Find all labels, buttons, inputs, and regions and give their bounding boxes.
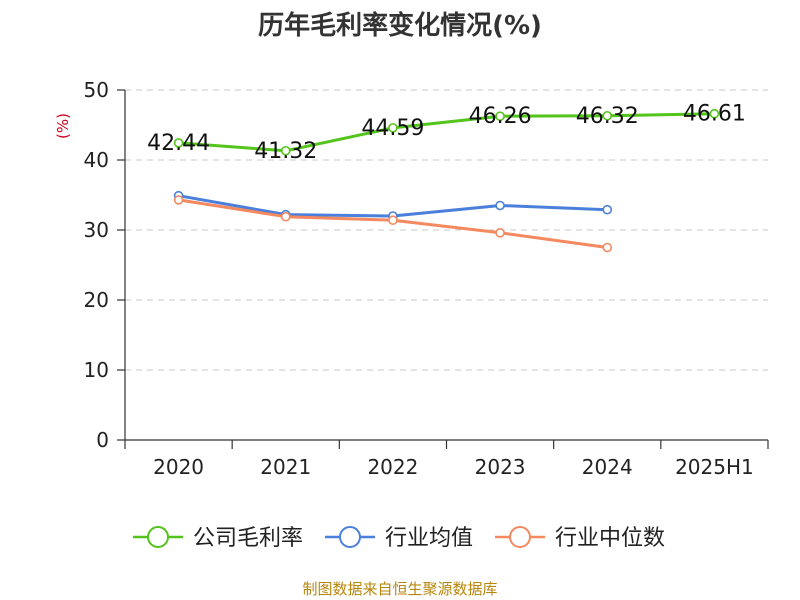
chart-title: 历年毛利率变化情况(%) (258, 10, 542, 41)
data-label: 46.61 (683, 102, 746, 127)
data-point (173, 195, 184, 205)
data-point (495, 228, 505, 238)
legend-item[interactable]: 公司毛利率 (133, 526, 303, 551)
x-tick-label: 2022 (367, 455, 418, 479)
x-tick-label: 2023 (475, 455, 526, 479)
series-line (177, 112, 716, 153)
legend-marker (147, 526, 169, 548)
legend-item[interactable]: 行业均值 (325, 526, 473, 551)
data-point (602, 110, 613, 121)
y-tick-label: 20 (84, 288, 109, 312)
data-point (495, 111, 505, 121)
data-point (388, 123, 398, 133)
data-point (280, 145, 291, 156)
y-tick-label: 10 (84, 358, 109, 382)
data-label: 41.32 (254, 139, 317, 164)
y-tick-label: 30 (84, 218, 109, 242)
legend-marker (339, 526, 361, 548)
x-tick-label: 2025H1 (675, 455, 754, 479)
data-point (709, 108, 720, 119)
data-label: 42.44 (147, 131, 210, 156)
x-tick-label: 2024 (582, 455, 633, 479)
x-tick-label: 2021 (260, 455, 311, 479)
data-point (602, 204, 613, 215)
legend-label: 行业均值 (385, 526, 473, 551)
x-tick-label: 2020 (153, 455, 204, 479)
legend-item[interactable]: 行业中位数 (495, 526, 665, 551)
series-layer (173, 108, 720, 253)
data-point (602, 242, 613, 253)
axes: 0 10 20 30 40 50 2020 2021 2022 2023 2024 2025H1 (84, 78, 769, 479)
y-tick-label: 0 (96, 428, 109, 452)
legend-marker (509, 526, 531, 548)
data-point (173, 138, 184, 148)
y-tick-label: 40 (84, 148, 109, 172)
y-axis-label: (%) (54, 113, 72, 139)
legend[interactable]: 公司毛利率 行业均值 行业中位数 (133, 526, 665, 551)
source-note: 制图数据来自恒生聚源数据库 (302, 580, 497, 598)
data-label: 46.32 (576, 104, 639, 129)
grid (125, 89, 768, 371)
data-label: 44.59 (361, 116, 424, 141)
legend-label: 行业中位数 (555, 526, 665, 551)
data-labels: 42.44 41.32 44.59 46.26 46.32 46.61 (147, 102, 746, 164)
data-point (495, 200, 505, 211)
y-tick-label: 50 (84, 78, 109, 102)
data-label: 46.26 (469, 104, 532, 129)
data-point (388, 215, 398, 225)
data-point (280, 211, 291, 222)
legend-label: 公司毛利率 (193, 526, 303, 551)
